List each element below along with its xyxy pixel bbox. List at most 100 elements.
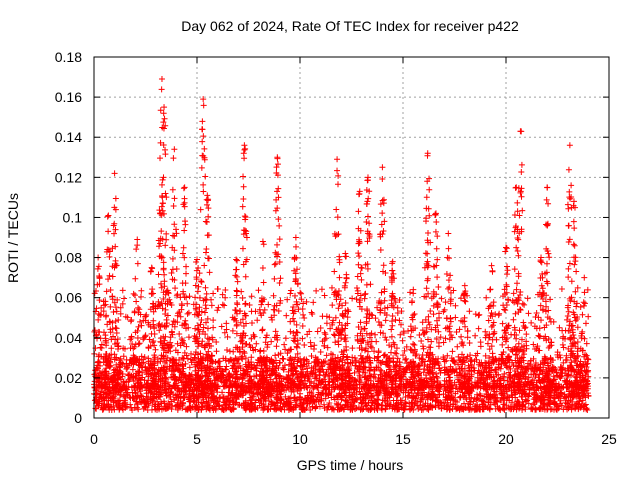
data-point <box>107 329 114 336</box>
data-point <box>321 329 328 336</box>
data-point <box>399 337 406 344</box>
data-point <box>95 316 102 323</box>
data-point <box>114 296 121 303</box>
data-point <box>554 349 561 356</box>
data-point <box>317 397 324 404</box>
data-point <box>183 391 190 398</box>
data-point <box>308 396 315 403</box>
data-point <box>282 393 289 400</box>
data-point <box>143 381 150 388</box>
data-point <box>163 316 170 323</box>
data-point <box>339 375 346 382</box>
data-point <box>135 341 142 348</box>
data-point <box>242 227 249 234</box>
data-point <box>168 270 175 277</box>
data-point <box>307 339 314 346</box>
data-point <box>539 406 546 413</box>
data-point <box>371 406 378 413</box>
data-point <box>227 377 234 384</box>
data-point <box>189 390 196 397</box>
data-point <box>111 170 118 177</box>
data-point <box>544 384 551 391</box>
data-point <box>203 296 210 303</box>
data-point <box>242 300 249 307</box>
data-point <box>528 319 535 326</box>
data-point <box>196 308 203 315</box>
data-point <box>383 337 390 344</box>
data-point <box>232 391 239 398</box>
data-point <box>335 305 342 312</box>
data-point <box>160 266 167 273</box>
data-point <box>174 340 181 347</box>
data-point <box>580 403 587 410</box>
data-point <box>275 251 282 258</box>
data-point <box>548 406 555 413</box>
data-point <box>230 364 237 371</box>
data-point <box>321 372 328 379</box>
data-point <box>158 254 165 261</box>
data-point <box>168 406 175 413</box>
data-point <box>392 363 399 370</box>
data-point <box>105 355 112 362</box>
data-point <box>164 354 171 361</box>
data-point <box>377 329 384 336</box>
data-point <box>441 377 448 384</box>
data-point <box>357 297 364 304</box>
data-point <box>394 310 401 317</box>
data-point <box>121 400 128 407</box>
data-point <box>330 378 337 385</box>
data-point <box>134 236 141 243</box>
data-point <box>451 360 458 367</box>
data-point <box>275 194 282 201</box>
data-point <box>340 406 347 413</box>
data-point <box>469 384 476 391</box>
data-point <box>185 334 192 341</box>
data-point <box>116 402 123 409</box>
data-point <box>240 173 247 180</box>
data-point <box>532 373 539 380</box>
data-point <box>125 378 132 385</box>
data-point <box>400 381 407 388</box>
data-point <box>239 245 246 252</box>
data-point <box>397 369 404 376</box>
data-point <box>117 360 124 367</box>
data-point <box>298 296 305 303</box>
data-point <box>110 222 117 229</box>
data-point <box>475 396 482 403</box>
data-point <box>235 401 242 408</box>
data-point <box>276 377 283 384</box>
data-point <box>259 265 266 272</box>
data-point <box>171 195 178 202</box>
data-point <box>232 266 239 273</box>
data-point <box>359 406 366 413</box>
data-point <box>147 396 154 403</box>
data-point <box>171 367 178 374</box>
data-point <box>222 376 229 383</box>
data-point <box>199 373 206 380</box>
data-point <box>129 366 136 373</box>
data-point <box>254 359 261 366</box>
data-point <box>192 351 199 358</box>
data-point <box>202 173 209 180</box>
data-point <box>525 310 532 317</box>
data-point <box>183 263 190 270</box>
data-point <box>195 326 202 333</box>
data-point <box>263 354 270 361</box>
data-point <box>291 292 298 299</box>
data-point <box>331 366 338 373</box>
data-point <box>317 325 324 332</box>
data-point <box>148 406 155 413</box>
data-point <box>426 357 433 364</box>
data-point <box>216 394 223 401</box>
data-point <box>301 356 308 363</box>
data-point <box>188 350 195 357</box>
data-point <box>157 367 164 374</box>
data-point <box>198 278 205 285</box>
data-point <box>158 228 165 235</box>
data-point <box>181 195 188 202</box>
data-point <box>523 331 530 338</box>
data-point <box>204 355 211 362</box>
data-point <box>233 330 240 337</box>
data-point <box>299 323 306 330</box>
data-point <box>205 348 212 355</box>
